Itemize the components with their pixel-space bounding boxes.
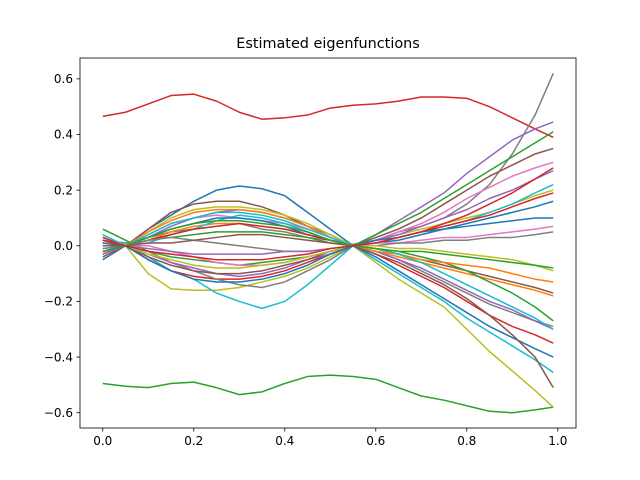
- series-line-4: [102, 239, 554, 408]
- y-tick-label: −0.6: [44, 406, 73, 420]
- y-tick-label: 0.2: [54, 183, 73, 197]
- chart-title: Estimated eigenfunctions: [236, 36, 420, 52]
- x-axis: 0.0 0.2 0.4 0.6 0.8 1.0: [93, 428, 567, 448]
- y-tick-label: 0.4: [54, 128, 73, 142]
- series-layer: [102, 73, 554, 414]
- x-tick-label: 0.8: [457, 434, 476, 448]
- y-tick-label: −0.2: [44, 295, 73, 309]
- y-axis: −0.6 −0.4 −0.2 0.0 0.2 0.4 0.6: [44, 72, 80, 420]
- x-tick-label: 0.6: [366, 434, 385, 448]
- axes-frame: [79, 57, 577, 429]
- series-line-26: [102, 217, 554, 283]
- x-tick-label: 0.2: [184, 434, 203, 448]
- plot-area: [79, 57, 577, 429]
- x-tick-label: 0.0: [93, 434, 112, 448]
- y-tick-label: 0.0: [54, 239, 73, 253]
- series-line-6: [102, 185, 554, 358]
- series-line-0: [102, 93, 554, 138]
- series-line-23: [102, 245, 554, 272]
- series-line-28: [102, 219, 554, 269]
- series-line-1: [102, 374, 554, 414]
- series-line-13: [102, 189, 554, 247]
- x-tick-label: 1.0: [548, 434, 567, 448]
- series-line-29: [102, 167, 554, 261]
- y-tick-label: 0.6: [54, 72, 73, 86]
- x-tick-label: 0.4: [275, 434, 294, 448]
- series-line-27: [102, 233, 554, 389]
- y-tick-label: −0.4: [44, 350, 73, 364]
- series-line-12: [102, 245, 554, 328]
- series-line-24: [102, 211, 554, 330]
